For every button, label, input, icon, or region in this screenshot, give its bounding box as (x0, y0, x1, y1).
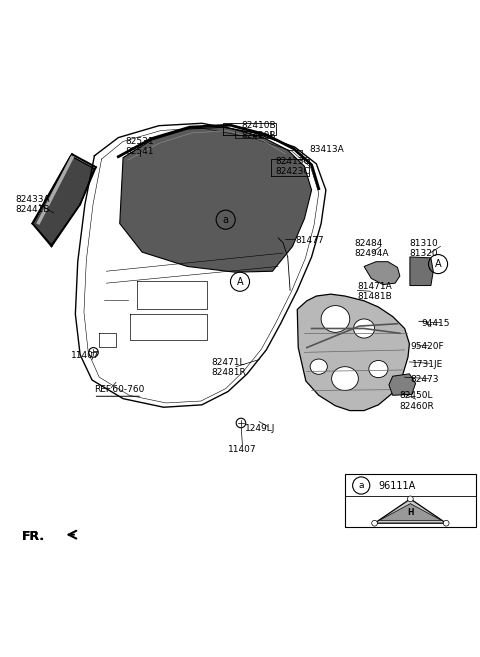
Ellipse shape (321, 306, 350, 332)
Text: 82531
82541: 82531 82541 (125, 137, 154, 156)
Text: 1249LJ: 1249LJ (245, 424, 275, 433)
Text: A: A (237, 277, 243, 286)
Text: 96111A: 96111A (378, 480, 416, 491)
Polygon shape (389, 374, 416, 396)
Polygon shape (364, 261, 400, 284)
Text: FR.: FR. (22, 530, 45, 543)
Text: 83413A: 83413A (309, 145, 344, 154)
Text: 1731JE: 1731JE (412, 360, 443, 369)
Polygon shape (297, 294, 409, 411)
Text: 82410B
82420B: 82410B 82420B (242, 121, 276, 140)
Polygon shape (374, 499, 446, 523)
Text: a: a (359, 481, 364, 490)
Ellipse shape (332, 367, 359, 390)
Text: REF.60-760: REF.60-760 (95, 385, 145, 394)
Text: 81310
81320: 81310 81320 (409, 238, 438, 258)
Text: A: A (435, 259, 441, 269)
Polygon shape (410, 257, 433, 286)
Text: 82473: 82473 (410, 375, 439, 384)
Text: 11407: 11407 (228, 445, 257, 454)
Text: H: H (407, 509, 414, 517)
Polygon shape (120, 127, 312, 272)
Text: 94415: 94415 (421, 319, 450, 328)
Text: 82484
82494A: 82484 82494A (355, 238, 389, 258)
Circle shape (444, 520, 449, 526)
Text: 95420F: 95420F (410, 342, 444, 351)
Ellipse shape (369, 361, 388, 378)
Circle shape (408, 496, 413, 502)
Polygon shape (379, 504, 442, 520)
Circle shape (372, 520, 377, 526)
Polygon shape (75, 124, 326, 407)
Text: 11407: 11407 (71, 351, 99, 360)
Text: a: a (223, 215, 228, 225)
Text: 81471A
81481B: 81471A 81481B (357, 282, 392, 302)
Text: 82450L
82460R: 82450L 82460R (400, 392, 434, 411)
Text: 81477: 81477 (295, 236, 324, 244)
Ellipse shape (310, 359, 327, 374)
Polygon shape (33, 156, 95, 245)
FancyBboxPatch shape (345, 474, 476, 526)
Text: 82433A
82441B: 82433A 82441B (16, 194, 50, 214)
Text: 82471L
82481R: 82471L 82481R (211, 358, 246, 377)
Text: FR.: FR. (22, 530, 45, 543)
Circle shape (236, 419, 246, 428)
Ellipse shape (354, 319, 374, 338)
Text: 82413C
82423C: 82413C 82423C (276, 156, 311, 176)
Circle shape (89, 348, 98, 357)
